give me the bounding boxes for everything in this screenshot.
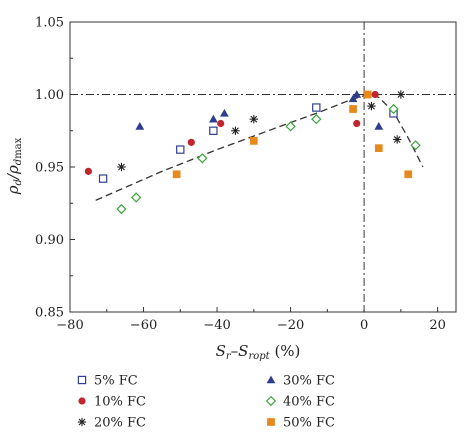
legend-marker [77, 375, 87, 385]
y-axis-label-part: ρ [4, 185, 22, 195]
data-point [131, 192, 142, 203]
legend-label: 30% FC [283, 374, 335, 389]
plot-frame [69, 21, 457, 313]
data-point [176, 145, 185, 154]
y-axis-label-part: d [13, 179, 24, 185]
data-point [349, 105, 357, 113]
x-tick-label: −40 [203, 318, 230, 333]
data-point [311, 114, 322, 125]
data-point [371, 90, 379, 99]
data-point [404, 170, 413, 179]
legend-marker [267, 418, 275, 426]
data-point [98, 174, 108, 183]
data-point [392, 135, 402, 144]
data-point [353, 119, 361, 128]
x-tick-label: −20 [277, 318, 304, 333]
x-axis-label-part: –S [231, 342, 249, 360]
legend-label: 40% FC [283, 395, 335, 410]
data-point [116, 203, 127, 215]
data-point [285, 121, 296, 132]
y-axis-label-part: d [13, 159, 24, 165]
legend-label: 50% FC [283, 416, 335, 431]
data-point [220, 108, 229, 117]
legend-item: 30% FC [266, 374, 335, 389]
legend-item: 40% FC [265, 395, 335, 410]
data-point [363, 90, 372, 99]
data-point [187, 138, 195, 146]
data-point [249, 137, 258, 145]
legend-item: 5% FC [77, 374, 138, 389]
legend-label: 10% FC [94, 395, 146, 410]
y-tick-label: 1.05 [35, 16, 64, 31]
data-point [117, 162, 126, 172]
legend-marker [78, 397, 86, 405]
x-axis-label-part: r [226, 351, 232, 362]
legend-item: 20% FC [77, 416, 146, 431]
data-point [410, 140, 421, 151]
x-axis-label-part: S [216, 342, 226, 360]
y-axis-label: ρd/ρdmax [4, 137, 24, 195]
data-points [84, 90, 421, 215]
trend-curve-group [95, 93, 424, 201]
x-axis-label: Sr–Sropt (%) [216, 342, 301, 362]
y-axis-label-part: max [13, 137, 24, 158]
legend-marker [266, 375, 276, 384]
y-axis-ticks: 0.85 0.90 0.95 1.00 1.05 [35, 16, 75, 321]
data-point [209, 126, 218, 135]
data-point [208, 114, 218, 123]
data-point [217, 119, 225, 128]
x-tick-label: −60 [130, 318, 157, 333]
data-point [374, 122, 384, 130]
legend-label: 20% FC [94, 416, 146, 431]
legend: 5% FC 10% FC 20% FC 30% FC 40% FC 50% FC [77, 374, 335, 431]
data-point [172, 170, 181, 179]
data-point [348, 94, 358, 103]
y-tick-label: 0.85 [35, 306, 64, 321]
data-point [388, 103, 399, 115]
data-point [249, 114, 259, 124]
trend-curve [95, 93, 424, 201]
x-tick-label: 20 [429, 318, 446, 333]
data-point [396, 90, 406, 99]
y-axis-label-part: /ρ [4, 165, 22, 181]
legend-marker [77, 417, 87, 427]
y-tick-label: 1.00 [35, 88, 64, 103]
data-point [367, 101, 376, 111]
data-point [352, 90, 362, 98]
data-point [135, 122, 145, 130]
x-axis-ticks: −80 −60 −40 −20 0 20 [56, 307, 446, 333]
data-point [312, 103, 321, 112]
legend-marker [265, 395, 277, 407]
y-tick-label: 0.90 [35, 233, 64, 248]
plot-border [69, 21, 457, 313]
data-point [84, 167, 92, 175]
legend-item: 50% FC [267, 416, 335, 431]
y-tick-label: 0.95 [35, 161, 64, 176]
x-axis-label-part: ropt [248, 351, 270, 362]
data-point [231, 126, 240, 135]
data-point [374, 144, 383, 153]
x-tick-label: 0 [360, 318, 368, 333]
reference-lines [70, 22, 456, 312]
x-tick-label: −80 [56, 318, 83, 333]
legend-item: 10% FC [78, 395, 146, 410]
data-point [197, 153, 208, 164]
x-axis-label-part: (%) [270, 342, 301, 360]
legend-label: 5% FC [94, 374, 138, 389]
